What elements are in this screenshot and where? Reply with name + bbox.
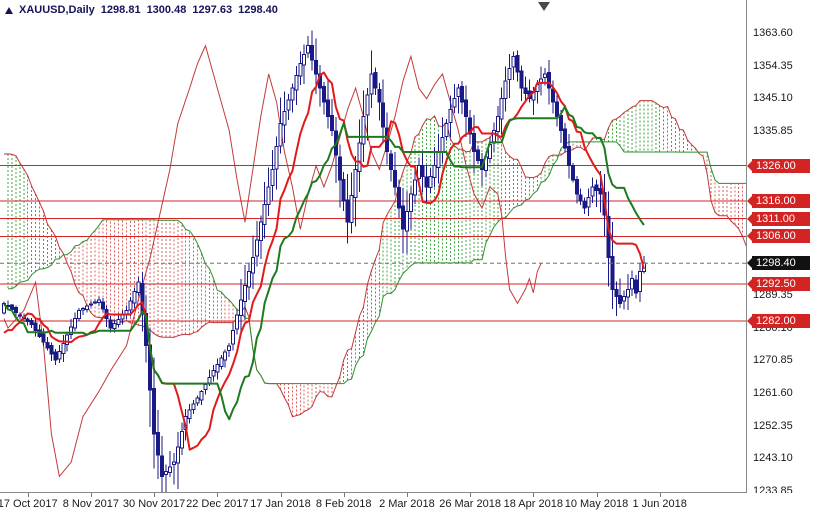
quote-close: 1298.40	[238, 4, 278, 16]
time-axis-label: 8 Feb 2018	[315, 498, 372, 510]
time-axis-tick	[27, 493, 29, 497]
level-price-tag: 1282.00	[747, 314, 810, 329]
quote-low: 1297.63	[192, 4, 233, 16]
ichimoku-senkou-lines	[3, 100, 746, 418]
time-axis-label: 18 Apr 2018	[503, 498, 563, 510]
time-axis-tick	[280, 493, 282, 497]
price-tag-notch	[747, 316, 752, 327]
chart-canvas[interactable]	[0, 0, 746, 492]
time-axis-tick	[533, 493, 535, 497]
price-axis-label: 1335.85	[753, 124, 793, 137]
price-axis-label: 1354.35	[753, 59, 793, 72]
time-axis-tick	[659, 493, 661, 497]
time-axis-label: 22 Dec 2017	[186, 498, 249, 510]
level-price-tag: 1326.00	[747, 158, 810, 173]
quote-high: 1300.48	[146, 4, 187, 16]
time-axis-tick	[90, 493, 92, 497]
time-axis-label: 17 Jan 2018	[250, 498, 311, 510]
symbol-triangle-icon	[5, 6, 13, 14]
time-axis-tick	[406, 493, 408, 497]
time-axis-label: 30 Nov 2017	[122, 498, 186, 510]
time-axis-label: 17 Oct 2017	[0, 498, 58, 510]
time-axis-tick	[217, 493, 219, 497]
price-axis-label: 1345.10	[753, 92, 793, 105]
price-axis-label: 1243.10	[753, 452, 793, 465]
time-axis-tick	[154, 493, 156, 497]
time-axis-label: 10 May 2018	[564, 498, 629, 510]
symbol-timeframe-label: XAUUSD,Daily	[19, 4, 95, 16]
price-axis-label: 1261.60	[753, 387, 793, 400]
price-tag-notch	[747, 213, 752, 224]
current-price-tag: 1298.40	[747, 256, 810, 271]
time-axis-tick	[596, 493, 598, 497]
tenkan-line	[3, 71, 645, 451]
price-tag-notch	[747, 258, 752, 269]
price-tag-notch	[747, 160, 752, 171]
chart-plot-area[interactable]: XAUUSD,Daily 1298.81 1300.48 1297.63 129…	[0, 0, 747, 493]
level-price-tag: 1306.00	[747, 229, 810, 244]
chart-shift-marker[interactable]	[538, 2, 550, 11]
kijun-line	[3, 105, 645, 421]
price-tag-notch	[747, 278, 752, 289]
chikou-line	[3, 44, 542, 478]
level-price-tag: 1316.00	[747, 194, 810, 209]
time-scale[interactable]: 17 Oct 2017 8 Nov 2017 30 Nov 2017 22 Dec 2…	[0, 493, 814, 514]
price-tag-notch	[747, 196, 752, 207]
time-axis-tick	[343, 493, 345, 497]
time-axis-tick	[470, 493, 472, 497]
level-price-tag: 1292.50	[747, 276, 810, 291]
ichimoku-cloud-hatch	[7, 100, 744, 417]
quote-open: 1298.81	[100, 4, 141, 16]
price-scale[interactable]: 1363.601354.351345.101335.851289.351280.…	[747, 0, 814, 497]
quote-bar: XAUUSD,Daily 1298.81 1300.48 1297.63 129…	[5, 4, 278, 16]
price-axis-label: 1363.60	[753, 27, 793, 39]
level-price-tag: 1311.00	[747, 211, 810, 226]
time-axis-label: 1 Jun 2018	[632, 498, 687, 510]
time-axis-label: 26 Mar 2018	[439, 498, 501, 510]
price-tag-notch	[747, 231, 752, 242]
horizontal-level-lines[interactable]	[0, 165, 746, 322]
time-axis-label: 8 Nov 2017	[62, 498, 120, 510]
price-axis-label: 1252.35	[753, 419, 793, 432]
time-axis-label: 2 Mar 2018	[379, 498, 435, 510]
price-axis-label: 1289.35	[753, 289, 793, 302]
price-axis-label: 1270.85	[753, 354, 793, 367]
